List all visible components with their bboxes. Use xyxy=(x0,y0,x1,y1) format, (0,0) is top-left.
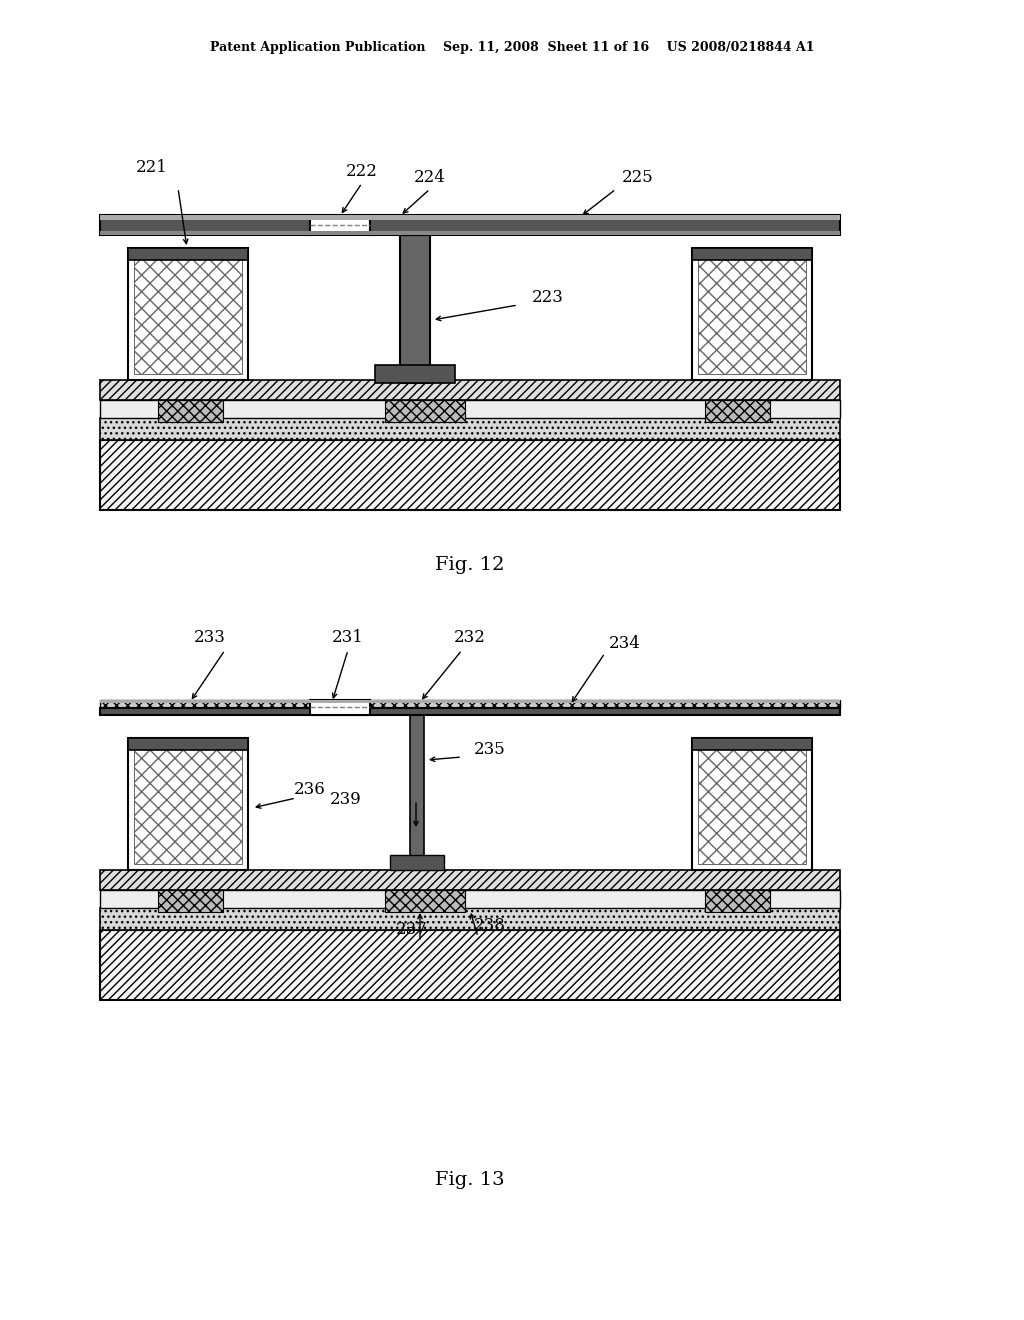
Bar xyxy=(375,366,455,383)
Text: 222: 222 xyxy=(346,164,378,181)
Text: 234: 234 xyxy=(609,635,641,652)
Bar xyxy=(128,248,248,380)
Bar xyxy=(100,890,840,908)
Bar xyxy=(692,738,812,750)
Bar xyxy=(100,908,840,931)
Bar xyxy=(128,248,248,260)
Bar xyxy=(128,738,248,750)
Bar xyxy=(100,231,840,235)
Bar xyxy=(310,700,370,715)
Text: 238: 238 xyxy=(474,916,506,933)
Bar xyxy=(385,400,465,422)
Bar xyxy=(705,400,770,422)
Bar xyxy=(134,744,242,865)
Bar xyxy=(705,890,770,912)
Bar xyxy=(370,215,840,235)
Bar xyxy=(100,931,840,1001)
Bar xyxy=(128,738,248,870)
Text: 225: 225 xyxy=(623,169,654,186)
Bar xyxy=(100,700,840,708)
Bar xyxy=(100,215,310,235)
Bar xyxy=(385,890,465,912)
Bar xyxy=(692,738,812,870)
Bar xyxy=(698,253,806,374)
Bar xyxy=(100,400,840,418)
Bar xyxy=(310,215,370,235)
Text: 232: 232 xyxy=(454,630,486,647)
Text: 236: 236 xyxy=(294,781,326,799)
Bar xyxy=(100,708,840,715)
Bar xyxy=(100,418,840,440)
Bar xyxy=(400,235,430,383)
Text: Patent Application Publication    Sep. 11, 2008  Sheet 11 of 16    US 2008/02188: Patent Application Publication Sep. 11, … xyxy=(210,41,814,54)
Bar xyxy=(100,870,840,890)
Text: 237: 237 xyxy=(396,921,428,939)
Bar xyxy=(100,700,840,704)
Text: 224: 224 xyxy=(414,169,445,186)
Text: 233: 233 xyxy=(195,630,226,647)
Bar xyxy=(158,890,223,912)
Bar xyxy=(158,400,223,422)
Text: 221: 221 xyxy=(136,158,168,176)
Bar xyxy=(698,744,806,865)
Text: 231: 231 xyxy=(332,630,364,647)
Bar xyxy=(390,855,444,870)
Bar xyxy=(100,440,840,510)
Bar xyxy=(100,380,840,400)
Text: Fig. 13: Fig. 13 xyxy=(435,1171,505,1189)
Bar xyxy=(410,715,424,870)
Bar xyxy=(100,215,840,220)
Bar xyxy=(692,248,812,260)
Text: 239: 239 xyxy=(330,792,361,808)
Bar xyxy=(692,248,812,380)
Bar xyxy=(134,253,242,374)
Text: 235: 235 xyxy=(474,742,506,759)
Text: Fig. 12: Fig. 12 xyxy=(435,556,505,574)
Text: 223: 223 xyxy=(532,289,564,306)
